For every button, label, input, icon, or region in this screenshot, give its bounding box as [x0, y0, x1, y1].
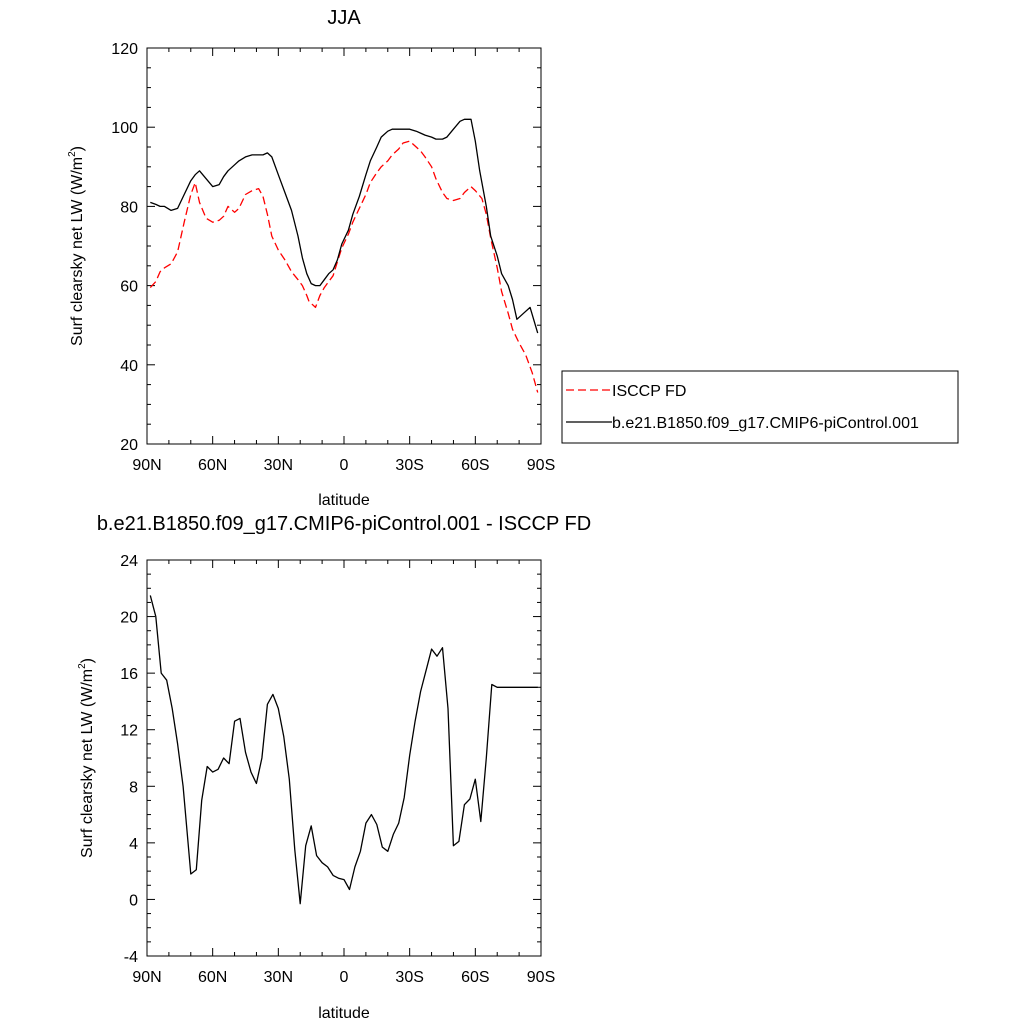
bottom-chart-y-tick-label-20: 20: [120, 610, 138, 627]
top-chart-y-axis-label-end: ): [69, 146, 86, 151]
top-chart-x-axis-label: latitude: [318, 492, 370, 509]
bottom-chart: b.e21.B1850.f09_g17.CMIP6-piControl.001 …: [77, 513, 591, 1022]
top-chart-x-tick-label-60s: 60S: [461, 457, 489, 474]
bottom-chart-series: [149, 595, 538, 905]
top-chart-y-tick-label-40: 40: [120, 358, 138, 375]
top-chart-y-tick-label-120: 120: [111, 41, 138, 58]
bottom-chart-y-axis-label-sup: 2: [77, 663, 88, 669]
bottom-chart-series-line-0: [149, 595, 538, 905]
bottom-chart-y-tick-label-12: 12: [120, 723, 138, 740]
top-chart-y-tick-label-80: 80: [120, 199, 138, 216]
top-chart-y-tick-label-100: 100: [111, 120, 138, 137]
bottom-chart-x-tick-label-60s: 60S: [461, 969, 489, 986]
top-chart-x-tick-label-90s: 90S: [527, 457, 555, 474]
bottom-chart-x-tick-label-90n: 90N: [132, 969, 161, 986]
top-chart-y-axis-label-main: Surf clearsky net LW (W/m: [69, 157, 86, 346]
bottom-chart-frame: [146, 559, 542, 957]
bottom-chart-y-tick-label-8: 8: [129, 779, 138, 796]
top-chart-series-line-isccp-fd: [149, 140, 539, 393]
bottom-chart-y-axis-label: Surf clearsky net LW (W/m2): [77, 658, 96, 858]
top-chart-y-tick-label-60: 60: [120, 279, 138, 296]
bottom-chart-tick-labels: 90N 60N 30N 0 30S 60S 90S -4 0 4 8 12 16 20 24: [120, 553, 555, 986]
bottom-chart-x-tick-label-30s: 30S: [395, 969, 423, 986]
bottom-chart-y-tick-label-4: 4: [129, 836, 138, 853]
bottom-chart-x-tick-label-60n: 60N: [198, 969, 227, 986]
bottom-chart-y-axis-label-end: ): [79, 658, 96, 663]
bottom-chart-y-axis-label-main: Surf clearsky net LW (W/m: [79, 669, 96, 858]
top-chart-x-tick-label-90n: 90N: [132, 457, 161, 474]
bottom-chart-y-tick-label-24: 24: [120, 553, 138, 570]
top-chart-x-tick-label-30n: 30N: [264, 457, 293, 474]
top-chart-x-tick-label-30s: 30S: [395, 457, 423, 474]
top-chart-frame: [146, 47, 542, 445]
legend-label-isccp-fd: ISCCP FD: [612, 383, 686, 400]
legend: ISCCP FD b.e21.B1850.f09_g17.CMIP6-piCon…: [561, 370, 959, 444]
top-chart-series: [149, 118, 539, 393]
top-chart: JJA 90N 60N 30N 0 30S 60S 90S 20 40 60 80 100 120 la…: [67, 7, 959, 509]
top-chart-y-axis-label-sup: 2: [67, 151, 78, 157]
bottom-chart-y-tick-label-16: 16: [120, 666, 138, 683]
bottom-chart-y-tick-label-4: -4: [124, 949, 138, 966]
bottom-chart-y-tick-label-0: 0: [129, 892, 138, 909]
bottom-chart-x-tick-label-30n: 30N: [264, 969, 293, 986]
bottom-chart-ticks: [146, 559, 542, 957]
legend-box: [561, 370, 959, 444]
top-chart-y-axis-label: Surf clearsky net LW (W/m2): [67, 146, 86, 346]
top-chart-series-line-b-e21-b1850-f09-g17-cmip6-picontrol-001: [150, 118, 539, 334]
bottom-chart-x-tick-label-90s: 90S: [527, 969, 555, 986]
legend-label-model: b.e21.B1850.f09_g17.CMIP6-piControl.001: [612, 415, 919, 432]
top-chart-title: JJA: [327, 7, 361, 29]
top-chart-x-tick-label-60n: 60N: [198, 457, 227, 474]
top-chart-y-tick-label-20: 20: [120, 437, 138, 454]
top-chart-x-tick-label-0: 0: [340, 457, 349, 474]
bottom-chart-title: b.e21.B1850.f09_g17.CMIP6-piControl.001 …: [97, 513, 591, 535]
bottom-chart-x-tick-label-0: 0: [340, 969, 349, 986]
top-chart-tick-labels: 90N 60N 30N 0 30S 60S 90S 20 40 60 80 100 120: [111, 41, 555, 474]
bottom-chart-x-axis-label: latitude: [318, 1005, 370, 1022]
